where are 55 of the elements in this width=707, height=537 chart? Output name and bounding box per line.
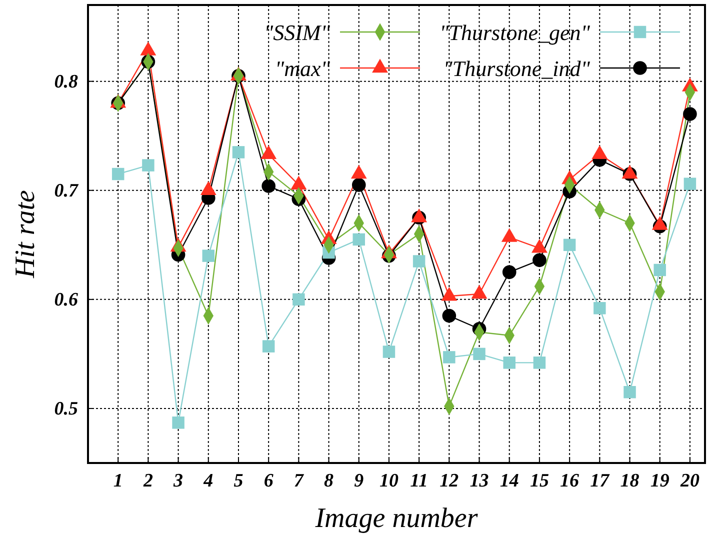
point: [563, 238, 576, 252]
x-tick-label: 2: [142, 470, 154, 492]
point: [262, 340, 275, 352]
point: [262, 179, 276, 193]
x-tick-label: 17: [590, 470, 611, 492]
point: [352, 233, 365, 246]
point: [684, 178, 696, 190]
point: [292, 293, 305, 306]
legend-label: "Thurstone_gen": [440, 20, 591, 45]
y-axis-title: Hit rate: [10, 190, 41, 279]
point: [352, 178, 366, 192]
point: [502, 265, 516, 280]
x-tick-label: 4: [202, 470, 214, 492]
x-tick-label: 20: [679, 470, 700, 492]
y-tick-label: 0.7: [54, 180, 80, 202]
x-tick-label: 16: [560, 470, 580, 492]
x-tick-label: 18: [620, 470, 640, 492]
point: [473, 348, 486, 360]
y-tick-label: 0.8: [54, 71, 78, 92]
point: [142, 159, 154, 172]
y-tick-label: 0.6: [54, 290, 78, 311]
x-tick-label: 8: [324, 470, 334, 492]
point: [443, 351, 456, 364]
legend-label: "max": [274, 56, 331, 81]
point: [594, 302, 606, 314]
y-tick-label: 0.5: [54, 398, 78, 420]
x-tick-label: 11: [410, 470, 428, 492]
point: [624, 386, 636, 398]
legend-label: "SSIM": [264, 20, 331, 45]
x-tick-label: 6: [264, 470, 274, 492]
x-tick-label: 10: [379, 470, 399, 492]
x-tick-label: 14: [500, 470, 519, 492]
x-tick-label: 5: [234, 470, 244, 492]
x-axis-title: Image number: [314, 503, 478, 534]
point: [442, 308, 456, 323]
point: [532, 253, 546, 268]
x-tick-label: 15: [530, 470, 550, 492]
x-tick-label: 1: [113, 470, 123, 492]
x-tick-label: 9: [354, 470, 364, 492]
point: [533, 356, 546, 369]
point: [654, 264, 666, 276]
point: [412, 255, 426, 268]
x-tick-label: 7: [294, 470, 305, 492]
point: [202, 250, 215, 262]
x-tick-label: 13: [470, 470, 489, 492]
legend-label: "Thurstone_ind": [443, 56, 591, 81]
point: [112, 168, 124, 180]
point: [382, 346, 396, 358]
point: [172, 416, 184, 429]
x-tick-label: 3: [172, 470, 184, 492]
point: [503, 356, 516, 369]
x-tick-label: 12: [440, 470, 460, 492]
point: [232, 146, 245, 158]
point: [683, 107, 697, 121]
x-tick-label: 19: [650, 470, 670, 492]
